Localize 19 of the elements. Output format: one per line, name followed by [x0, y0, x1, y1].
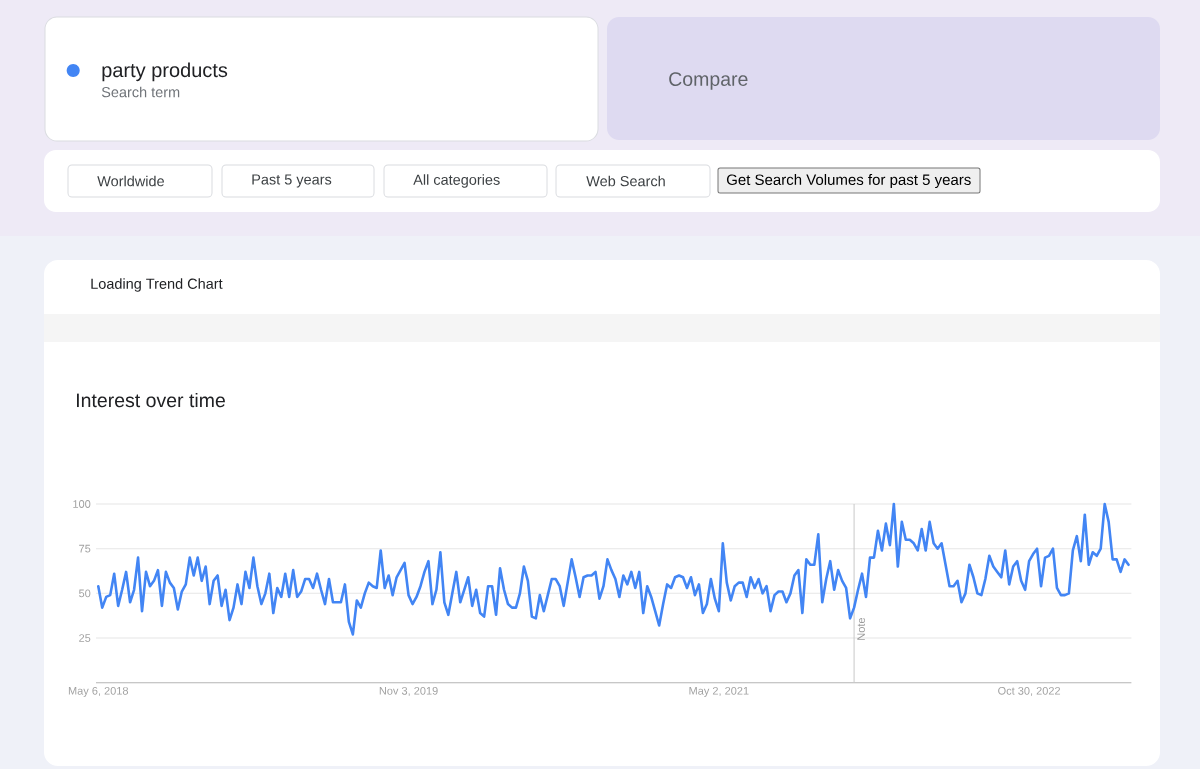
text: Get Search Volumes for past 5 years	[726, 174, 971, 188]
x-tick-label: Nov 3, 2019	[379, 686, 438, 696]
text: Past 5 years	[252, 174, 332, 188]
chart-title: Interest over time	[76, 392, 225, 408]
ref-line-label: Note	[857, 617, 865, 640]
x-tick-label: Oct 30, 2022	[998, 686, 1061, 696]
x-tick-label: May 2, 2021	[689, 686, 749, 697]
text: Compare	[669, 72, 748, 90]
y-tick-label: 50	[79, 589, 91, 598]
y-tick-label: 100	[73, 500, 91, 508]
text: All categories	[413, 174, 500, 188]
text: Search term	[101, 86, 180, 98]
text: Loading Trend Chart	[91, 278, 223, 292]
y-tick-label: 75	[79, 544, 91, 553]
text: Web Search	[586, 175, 665, 187]
y-tick-label: 25	[79, 634, 91, 642]
legend-label: party products	[102, 62, 228, 82]
x-tick-label: May 6, 2018	[68, 686, 129, 697]
text: Worldwide	[97, 175, 164, 187]
